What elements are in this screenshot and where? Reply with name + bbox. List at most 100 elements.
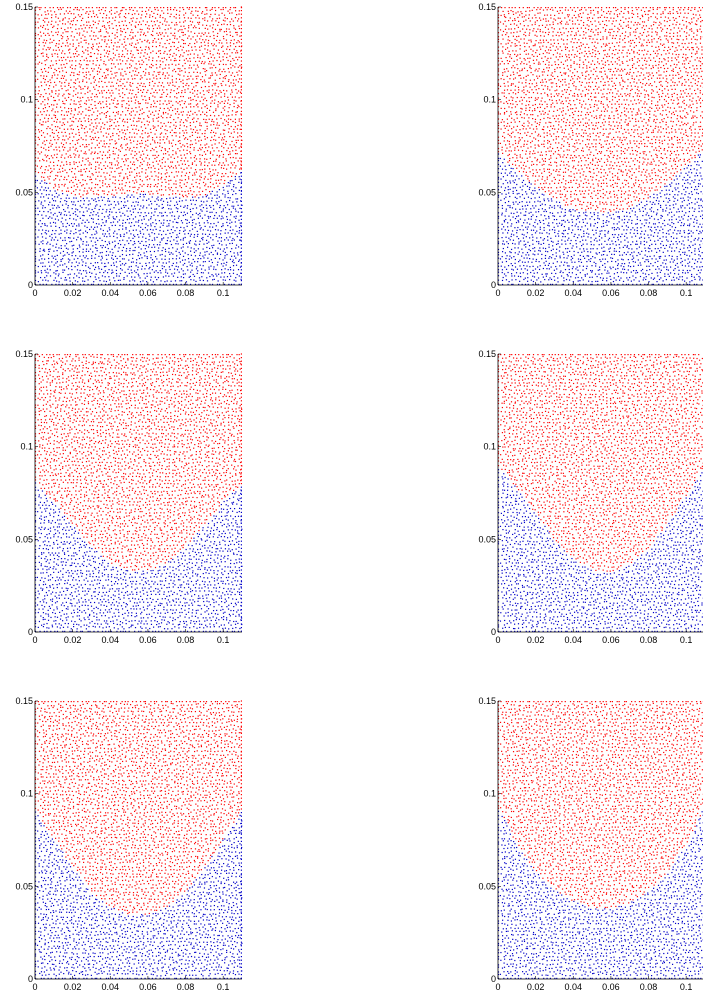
particle: [118, 179, 120, 182]
particle: [213, 268, 215, 270]
particle: [101, 39, 103, 41]
particle: [90, 55, 92, 58]
particle: [179, 127, 181, 130]
particle: [240, 172, 242, 174]
particle: [39, 153, 41, 155]
particle: [152, 265, 155, 267]
particle: [195, 68, 197, 70]
particle: [34, 153, 37, 155]
particle: [180, 146, 182, 148]
particle: [136, 283, 138, 285]
particle: [44, 269, 46, 272]
particle: [211, 85, 213, 87]
particle: [106, 157, 109, 159]
particle: [34, 272, 37, 274]
particle: [50, 104, 53, 106]
particle: [93, 52, 96, 55]
particle: [219, 68, 221, 70]
particle: [213, 173, 215, 175]
particle: [161, 57, 163, 60]
particle: [168, 42, 170, 45]
particle: [603, 11, 605, 13]
particle: [209, 67, 211, 69]
particle: [178, 113, 180, 115]
particle: [195, 268, 198, 270]
particle: [152, 50, 154, 52]
particle: [134, 25, 136, 27]
particle: [224, 255, 226, 257]
particle: [75, 255, 77, 257]
particle: [118, 172, 120, 175]
particle: [69, 136, 71, 138]
particle: [189, 144, 191, 146]
particle: [126, 118, 129, 120]
particle: [76, 39, 78, 41]
particle: [169, 204, 171, 207]
particle: [519, 23, 522, 25]
particle: [71, 31, 73, 33]
particle: [240, 172, 242, 174]
particle: [222, 210, 224, 212]
y-tick-label: 0: [28, 280, 33, 290]
particle: [567, 9, 569, 11]
particle: [230, 275, 232, 277]
particle: [197, 81, 199, 84]
particle: [662, 12, 664, 15]
particle: [240, 181, 243, 183]
particle: [240, 276, 242, 278]
particle: [118, 124, 120, 127]
particle: [581, 7, 583, 9]
particle: [73, 153, 75, 155]
particle: [134, 276, 136, 278]
particle: [82, 96, 84, 99]
particle: [59, 171, 61, 173]
particle: [190, 216, 192, 218]
particle: [158, 81, 160, 84]
particle: [529, 29, 531, 31]
particle: [67, 128, 69, 130]
particle: [613, 17, 615, 19]
particle: [58, 89, 60, 91]
particle: [652, 24, 655, 26]
particle: [155, 46, 157, 48]
particle: [235, 149, 237, 151]
particle: [104, 26, 106, 28]
particle: [120, 10, 122, 12]
particle: [61, 146, 64, 148]
particle: [234, 17, 237, 19]
particle: [83, 128, 86, 130]
particle: [109, 107, 111, 109]
particle: [202, 103, 204, 105]
particle: [237, 268, 240, 271]
particle: [47, 272, 49, 274]
particle: [102, 101, 104, 103]
particle: [126, 88, 128, 90]
particle: [96, 193, 98, 195]
particle: [172, 55, 174, 57]
particle: [172, 190, 174, 192]
particle: [148, 48, 150, 50]
particle: [186, 126, 188, 128]
particle: [177, 236, 179, 238]
particle: [124, 20, 126, 22]
particle: [87, 91, 89, 93]
particle: [233, 216, 235, 218]
particle: [103, 165, 105, 167]
particle: [652, 7, 654, 9]
particle: [183, 25, 185, 27]
particle: [235, 114, 237, 116]
particle: [231, 242, 233, 245]
particle: [116, 46, 118, 48]
particle: [128, 237, 130, 239]
particle: [55, 273, 57, 275]
particle: [166, 117, 168, 119]
particle: [154, 219, 157, 221]
particle: [202, 239, 204, 241]
particle: [60, 245, 62, 247]
particle: [199, 154, 201, 156]
particle: [102, 7, 104, 9]
particle: [240, 226, 242, 228]
particle: [134, 280, 136, 282]
particle: [216, 118, 218, 120]
particle: [104, 10, 106, 12]
